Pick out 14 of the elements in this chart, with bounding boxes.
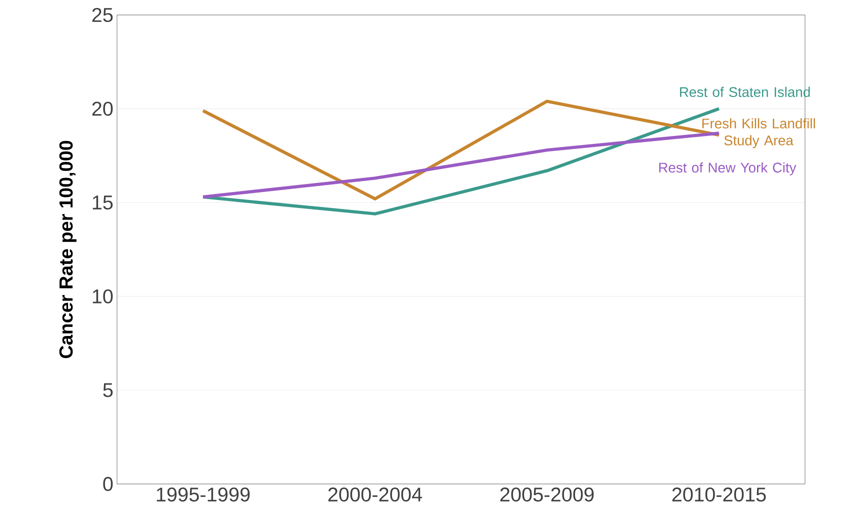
y-tick-label: 10	[92, 289, 113, 304]
x-tick-label: 2010-2015	[672, 488, 766, 502]
y-tick-label: 5	[103, 383, 113, 398]
y-tick-label: 20	[92, 102, 113, 116]
y-tick-label: 0	[103, 476, 113, 492]
y-tick-label: 25	[92, 8, 113, 22]
x-tick-label: 2000-2004	[328, 488, 422, 502]
y-tick-label: 15	[92, 196, 113, 210]
y-axis-title: Cancer Rate per 100,000	[59, 140, 76, 358]
series-label: Rest of New York City	[659, 162, 796, 176]
series-label: Fresh Kills Landfill Study Area	[702, 118, 815, 148]
series-label: Rest of Staten Island	[680, 86, 810, 98]
x-tick-label: 2005-2009	[500, 488, 594, 502]
x-tick-label: 1995-1999	[156, 488, 250, 502]
